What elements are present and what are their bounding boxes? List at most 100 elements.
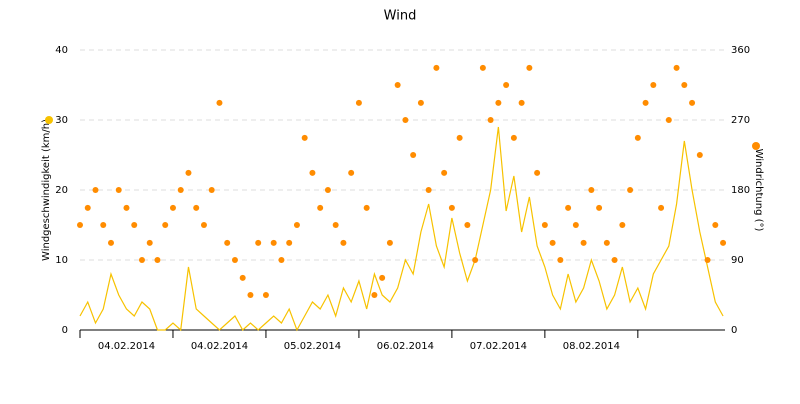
wind-direction-point <box>510 134 517 141</box>
wind-direction-point <box>107 239 114 246</box>
wind-direction-point <box>115 187 122 193</box>
wind-direction-point <box>557 257 564 263</box>
y-tick-label: 30 <box>55 115 68 126</box>
wind-direction-point <box>650 82 657 88</box>
x-tick-label: 06.02.2014 <box>377 341 434 352</box>
wind-direction-point <box>526 64 533 71</box>
wind-direction-point <box>138 257 145 263</box>
wind-direction-point <box>425 187 432 193</box>
wind-direction-point <box>231 257 238 263</box>
legend-marker <box>45 116 53 124</box>
wind-direction-point <box>534 169 541 176</box>
wind-direction-point <box>193 204 200 211</box>
wind-direction-point <box>410 152 417 158</box>
wind-direction-point <box>619 222 626 228</box>
wind-direction-point <box>611 257 618 263</box>
wind-direction-point <box>386 239 393 246</box>
wind-direction-point <box>627 187 634 193</box>
wind-direction-point <box>177 187 184 193</box>
y2-tick-label: 0 <box>731 325 737 336</box>
wind-direction-point <box>185 169 192 176</box>
wind-direction-point <box>665 117 672 123</box>
wind-direction-point <box>541 222 548 228</box>
wind-direction-point <box>658 204 665 211</box>
wind-direction-point <box>270 239 277 246</box>
wind-direction-point <box>162 222 169 228</box>
wind-direction-point <box>340 239 347 246</box>
wind-direction-point <box>596 204 603 211</box>
wind-direction-point <box>448 204 455 211</box>
wind-direction-point <box>247 292 254 298</box>
wind-direction-point <box>681 82 688 88</box>
wind-direction-point <box>503 82 510 88</box>
wind-direction-point <box>479 64 486 71</box>
wind-direction-point <box>673 64 680 71</box>
wind-direction-point <box>131 222 138 228</box>
y2-axis-label: Windrichtung (°) <box>753 149 764 232</box>
x-tick-label: 04.02.2014 <box>191 341 248 352</box>
wind-direction-point <box>262 292 269 298</box>
wind-direction-point <box>77 222 83 228</box>
y2-tick-label: 360 <box>731 45 750 56</box>
wind-direction-point <box>495 99 502 106</box>
wind-direction-point <box>379 274 386 281</box>
wind-direction-point <box>402 117 409 123</box>
wind-direction-point <box>239 274 246 281</box>
wind-direction-point <box>720 239 727 246</box>
wind-direction-point <box>278 257 285 263</box>
x-tick-label: 08.02.2014 <box>563 341 620 352</box>
wind-direction-point <box>472 257 479 263</box>
wind-direction-point <box>146 239 153 246</box>
wind-direction-point <box>100 222 107 228</box>
wind-speed-line <box>79 126 724 332</box>
y2-tick-label: 270 <box>731 115 750 126</box>
chart-title: Wind <box>384 9 417 24</box>
wind-direction-point <box>169 204 176 211</box>
y-tick-label: 0 <box>62 325 68 336</box>
x-tick-label: 04.02.2014 <box>98 341 155 352</box>
wind-direction-point <box>317 204 324 211</box>
wind-direction-point <box>154 257 161 263</box>
wind-direction-point <box>286 239 293 246</box>
wind-direction-point <box>293 222 300 228</box>
wind-direction-point <box>696 152 703 158</box>
wind-direction-point <box>417 99 424 106</box>
wind-direction-point <box>565 204 572 211</box>
wind-direction-point <box>309 169 316 176</box>
wind-direction-point <box>549 239 556 246</box>
wind-direction-point <box>216 99 223 106</box>
wind-direction-point <box>603 239 610 246</box>
wind-direction-point <box>441 169 448 176</box>
wind-direction-point <box>355 99 362 106</box>
wind-direction-point <box>255 239 262 246</box>
wind-direction-point <box>371 292 378 298</box>
wind-direction-point <box>84 204 91 211</box>
wind-direction-point <box>208 187 215 193</box>
y-tick-label: 20 <box>55 185 68 196</box>
wind-direction-point <box>487 117 494 123</box>
wind-direction-point <box>588 187 595 193</box>
wind-direction-point <box>92 187 99 193</box>
y2-tick-label: 180 <box>731 185 750 196</box>
wind-direction-point <box>200 222 207 228</box>
wind-direction-point <box>712 222 719 228</box>
x-tick-label: 07.02.2014 <box>470 341 527 352</box>
wind-direction-point <box>433 64 440 71</box>
wind-direction-point <box>642 99 649 106</box>
wind-direction-point <box>634 134 641 141</box>
wind-direction-point <box>123 204 130 211</box>
wind-direction-point <box>572 222 579 228</box>
wind-direction-point <box>456 134 463 141</box>
y-tick-label: 10 <box>55 255 68 266</box>
wind-direction-point <box>464 222 471 228</box>
wind-direction-point <box>324 187 331 193</box>
wind-direction-point <box>332 222 339 228</box>
wind-direction-point <box>704 257 711 263</box>
y2-tick-label: 90 <box>731 255 744 266</box>
y-axis-label: Windgeschwindigkeit (km/h) <box>41 119 52 261</box>
wind-direction-point <box>363 204 370 211</box>
wind-direction-point <box>301 134 308 141</box>
y-tick-label: 40 <box>55 45 68 56</box>
wind-direction-point <box>394 82 401 88</box>
